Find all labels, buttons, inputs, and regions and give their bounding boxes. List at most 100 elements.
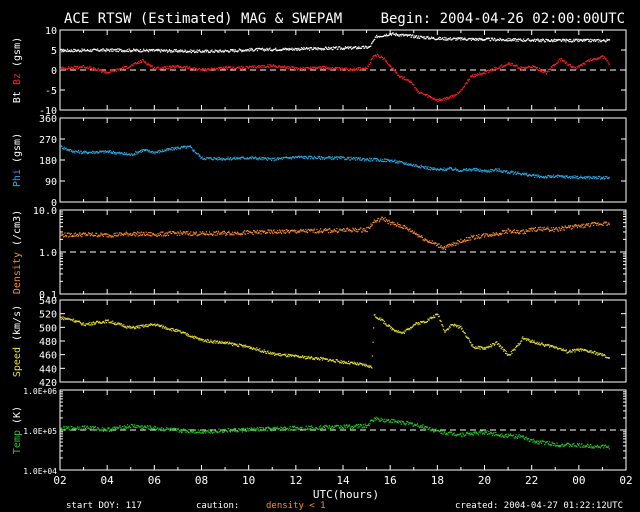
data-point xyxy=(409,163,411,165)
data-point xyxy=(511,349,514,351)
data-point xyxy=(304,48,306,50)
data-point xyxy=(539,67,541,69)
data-point xyxy=(112,152,114,154)
data-point xyxy=(75,235,77,237)
data-point xyxy=(190,68,193,70)
data-point xyxy=(308,228,310,230)
data-point xyxy=(486,70,488,72)
data-point xyxy=(218,342,220,344)
data-point xyxy=(139,51,141,53)
data-point xyxy=(284,66,286,68)
data-point xyxy=(103,321,105,324)
data-point xyxy=(410,81,413,83)
data-point xyxy=(338,360,340,363)
data-point xyxy=(467,239,469,241)
data-point xyxy=(513,229,515,231)
data-point xyxy=(222,230,224,232)
data-point xyxy=(274,231,276,233)
data-point xyxy=(261,47,264,49)
data-point xyxy=(184,233,186,235)
data-point xyxy=(318,157,320,159)
data-point xyxy=(87,234,89,236)
y-tick-label: -10 xyxy=(39,106,57,117)
data-point xyxy=(112,150,114,153)
data-point xyxy=(317,231,319,233)
data-point xyxy=(272,230,275,232)
data-point xyxy=(129,66,131,68)
data-point xyxy=(298,155,300,157)
data-point xyxy=(219,158,221,160)
data-point xyxy=(89,151,91,154)
data-point xyxy=(220,50,222,52)
data-point xyxy=(455,244,457,246)
data-point xyxy=(559,175,561,177)
data-point xyxy=(226,67,228,69)
data-point xyxy=(214,49,216,51)
data-point xyxy=(212,68,214,70)
data-point xyxy=(379,317,381,319)
data-point xyxy=(302,157,304,159)
data-point xyxy=(123,326,126,328)
data-point xyxy=(333,231,335,233)
data-point xyxy=(244,50,246,52)
data-point xyxy=(125,65,127,67)
data-point xyxy=(212,340,214,342)
data-point xyxy=(354,229,356,231)
data-point xyxy=(221,340,223,342)
data-point xyxy=(102,321,104,323)
data-point xyxy=(131,153,133,155)
data-point xyxy=(139,151,141,153)
data-point xyxy=(457,243,459,245)
data-point xyxy=(326,156,328,158)
data-point xyxy=(339,48,342,50)
data-point xyxy=(323,156,325,159)
data-point xyxy=(327,157,329,159)
data-point xyxy=(413,37,415,39)
data-point xyxy=(511,39,513,41)
data-point xyxy=(563,38,566,41)
data-point xyxy=(232,233,234,235)
data-point xyxy=(66,235,68,237)
data-point xyxy=(599,178,602,180)
data-point xyxy=(480,169,482,171)
data-point xyxy=(364,365,366,367)
data-point xyxy=(541,69,543,71)
data-point xyxy=(81,322,83,324)
data-point xyxy=(403,225,405,227)
data-point xyxy=(331,66,333,68)
data-point xyxy=(273,352,275,354)
data-point xyxy=(147,62,149,64)
data-point xyxy=(528,173,530,175)
data-point xyxy=(192,67,194,69)
data-point xyxy=(526,66,528,69)
data-point xyxy=(114,70,116,72)
data-point xyxy=(187,334,189,336)
data-point xyxy=(191,335,193,337)
data-point xyxy=(87,323,89,325)
data-point xyxy=(119,49,121,51)
data-point xyxy=(316,231,319,233)
data-point xyxy=(153,234,155,236)
data-point xyxy=(152,152,154,154)
data-point xyxy=(138,234,140,237)
data-point xyxy=(407,163,409,165)
data-point xyxy=(138,151,140,153)
data-point xyxy=(177,51,179,53)
data-point xyxy=(256,65,258,68)
data-point xyxy=(329,47,331,49)
data-point xyxy=(501,170,503,172)
data-point xyxy=(78,49,80,51)
data-point xyxy=(267,157,269,159)
data-point xyxy=(573,226,575,228)
data-point xyxy=(404,79,406,81)
data-point xyxy=(564,177,566,179)
data-point xyxy=(164,327,166,329)
data-point xyxy=(168,149,170,151)
data-point xyxy=(449,244,451,246)
data-point xyxy=(282,47,284,50)
data-point xyxy=(220,67,222,69)
data-point xyxy=(97,48,99,50)
data-point xyxy=(85,150,87,152)
data-point xyxy=(498,233,500,235)
data-point xyxy=(72,67,74,69)
